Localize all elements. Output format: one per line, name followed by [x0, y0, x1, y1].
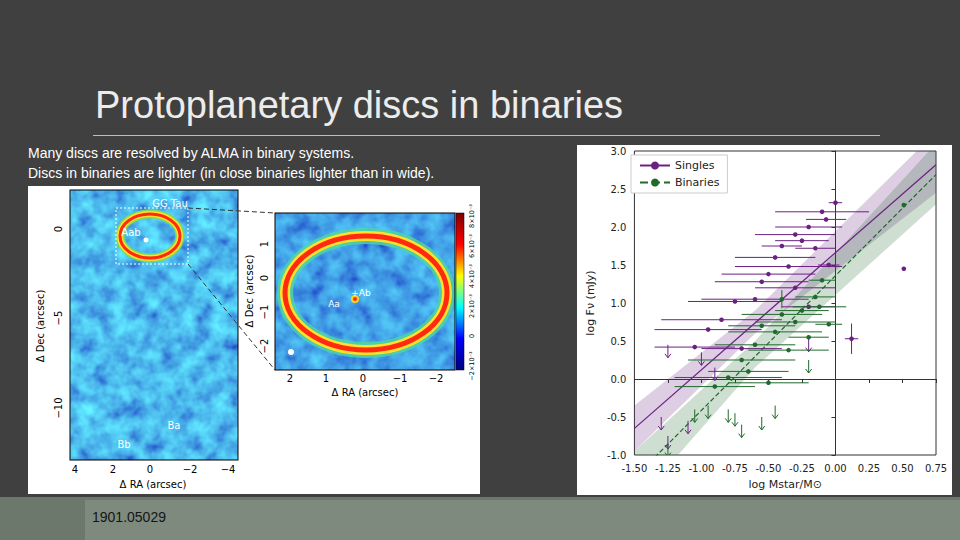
- svg-text:-0.50: -0.50: [756, 463, 782, 474]
- html-text:Protoplanetary discs in binari: Protoplanetary discs in binaries: [95, 84, 624, 126]
- html-text:Discs in binaries are lighter: Discs in binaries are lighter (in close …: [28, 165, 435, 181]
- svg-text:0: 0: [53, 226, 64, 232]
- svg-text:-1.50: -1.50: [621, 463, 647, 474]
- svg-text:6×10⁻³: 6×10⁻³: [468, 234, 476, 258]
- svg-text:log Mstar/M⊙: log Mstar/M⊙: [748, 478, 821, 491]
- svg-text:Binaries: Binaries: [675, 176, 720, 189]
- svg-text:1.5: 1.5: [611, 260, 627, 271]
- svg-text:8×10⁻³: 8×10⁻³: [468, 204, 476, 228]
- svg-text:Aa: Aa: [328, 299, 340, 309]
- svg-text:Δ RA (arcsec): Δ RA (arcsec): [120, 479, 187, 490]
- svg-text:−1: −1: [259, 305, 270, 320]
- svg-text:2×10⁻³: 2×10⁻³: [468, 294, 476, 318]
- html-text:Many discs are resolved by ALM: Many discs are resolved by ALMA in binar…: [28, 145, 354, 161]
- svg-text:Δ Dec (arcsec): Δ Dec (arcsec): [244, 255, 255, 328]
- svg-text:0.00: 0.00: [824, 463, 846, 474]
- svg-text:0: 0: [259, 275, 270, 281]
- svg-text:-1.00: -1.00: [688, 463, 714, 474]
- svg-text:−2×10⁻³: −2×10⁻³: [468, 351, 476, 381]
- svg-text:2: 2: [287, 373, 293, 384]
- svg-text:−1: −1: [393, 373, 408, 384]
- svg-text:1: 1: [259, 241, 270, 247]
- svg-text:1: 1: [323, 373, 329, 384]
- svg-text:0.0: 0.0: [611, 374, 627, 385]
- svg-text:Aab: Aab: [121, 227, 140, 238]
- svg-text:0.75: 0.75: [925, 463, 947, 474]
- svg-text:3.0: 3.0: [611, 146, 627, 157]
- svg-text:2: 2: [110, 464, 116, 475]
- svg-text:GG Tau: GG Tau: [152, 198, 188, 209]
- svg-text:log Fν (mJy): log Fν (mJy): [584, 270, 597, 335]
- svg-text:−2: −2: [183, 464, 198, 475]
- svg-text:−2: −2: [429, 373, 444, 384]
- svg-text:-0.5: -0.5: [607, 412, 627, 423]
- svg-text:4×10⁻³: 4×10⁻³: [468, 264, 476, 288]
- svg-text:−5: −5: [53, 311, 64, 326]
- svg-text:0: 0: [147, 464, 153, 475]
- svg-text:-0.25: -0.25: [789, 463, 815, 474]
- svg-text:2.0: 2.0: [611, 222, 627, 233]
- svg-text:+Ab: +Ab: [351, 288, 371, 298]
- svg-text:0: 0: [360, 373, 366, 384]
- html-text:1901.05029: 1901.05029: [92, 509, 166, 525]
- svg-text:-1.0: -1.0: [607, 450, 627, 461]
- svg-text:0.25: 0.25: [858, 463, 880, 474]
- svg-text:1.0: 1.0: [611, 298, 627, 309]
- svg-text:−4: −4: [221, 464, 236, 475]
- svg-text:2.5: 2.5: [611, 184, 627, 195]
- svg-text:−2: −2: [259, 339, 270, 354]
- svg-text:Singles: Singles: [675, 159, 715, 172]
- svg-text:4: 4: [72, 464, 78, 475]
- svg-text:0: 0: [468, 334, 476, 338]
- svg-text:Δ RA (arcsec): Δ RA (arcsec): [332, 387, 399, 398]
- svg-text:-0.75: -0.75: [722, 463, 748, 474]
- svg-text:0.5: 0.5: [611, 336, 627, 347]
- svg-text:-1.25: -1.25: [655, 463, 681, 474]
- svg-text:Ba: Ba: [168, 420, 181, 431]
- svg-text:0.50: 0.50: [891, 463, 913, 474]
- svg-text:Bb: Bb: [117, 439, 130, 450]
- svg-text:−10: −10: [53, 397, 64, 418]
- svg-text:Δ Dec (arcsec): Δ Dec (arcsec): [35, 290, 46, 363]
